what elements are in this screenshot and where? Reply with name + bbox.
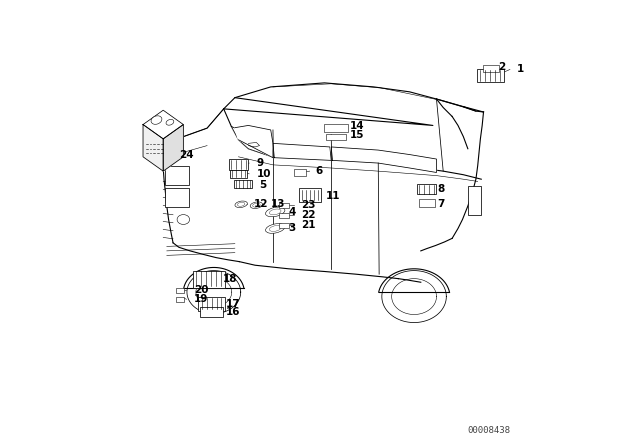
Text: 18: 18 [223,274,237,284]
Ellipse shape [266,207,285,217]
Text: 23: 23 [301,200,316,210]
Text: 6: 6 [316,166,323,176]
Bar [176,297,184,302]
Polygon shape [235,125,273,158]
Text: 00008438: 00008438 [468,426,511,435]
Text: 22: 22 [301,210,316,220]
Text: 2: 2 [499,62,506,72]
Ellipse shape [235,201,247,207]
Polygon shape [143,125,163,171]
Text: 3: 3 [289,224,296,233]
Text: 17: 17 [226,299,241,309]
Text: 16: 16 [226,307,241,317]
Bar [417,184,436,194]
Text: 10: 10 [257,169,271,179]
Polygon shape [231,126,271,157]
Polygon shape [163,125,183,171]
Bar [419,199,435,207]
Ellipse shape [177,215,189,224]
Bar [299,188,321,202]
Bar [468,186,481,215]
Bar [279,213,289,218]
Polygon shape [273,143,332,160]
Bar [193,271,225,288]
Bar [228,159,248,170]
Text: 4: 4 [289,207,296,217]
Polygon shape [332,147,436,172]
Bar [176,288,184,293]
Bar [324,124,348,132]
Ellipse shape [250,202,262,208]
Ellipse shape [151,116,162,124]
Bar [279,223,289,228]
Ellipse shape [266,224,285,233]
Text: 8: 8 [437,184,445,194]
Bar [483,65,499,72]
Text: 1: 1 [517,65,524,74]
Text: 11: 11 [325,191,340,201]
Text: 14: 14 [349,121,364,131]
Text: 20: 20 [194,285,208,295]
Text: 12: 12 [253,199,268,209]
Polygon shape [239,137,271,157]
Bar [477,69,504,82]
Text: 24: 24 [179,150,193,159]
Polygon shape [143,110,183,139]
Ellipse shape [166,120,174,125]
Bar [230,170,248,178]
Text: 9: 9 [257,158,264,168]
Bar [198,297,225,311]
Bar [294,169,306,176]
Bar [326,134,346,140]
Text: 21: 21 [301,220,316,230]
Bar [165,166,189,185]
Text: 7: 7 [437,199,445,209]
Bar [200,307,223,317]
Text: 15: 15 [349,130,364,140]
Text: 5: 5 [260,180,267,190]
Text: 19: 19 [194,294,208,304]
Bar [279,203,289,208]
Text: 13: 13 [271,199,285,209]
Bar [234,180,252,188]
Bar [165,188,189,207]
